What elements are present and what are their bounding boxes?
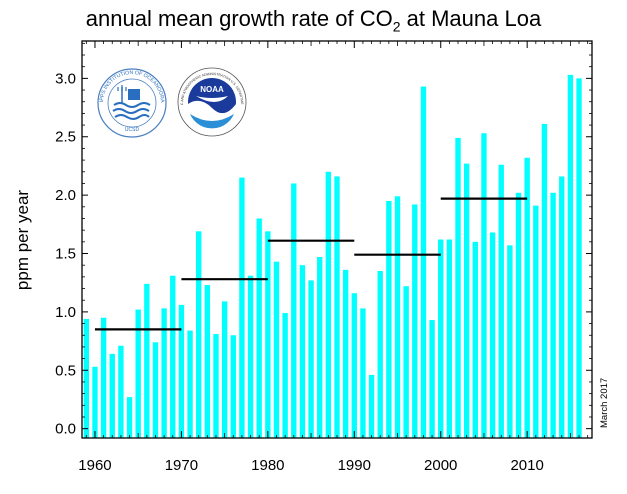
bar-2005 [481,133,487,438]
bar-1988 [334,176,340,438]
y-axis: 0.0 0.5 1.0 1.5 2.0 2.5 3.0 [55,42,592,438]
bar-1961 [100,317,107,438]
bar-2013 [550,192,556,438]
bar-1997 [412,204,418,438]
bar-1965 [135,309,141,438]
bars-group [83,74,582,439]
decadal-means-group [94,197,528,331]
title-main: annual mean growth rate of CO [85,6,393,31]
bar-2014 [559,176,565,438]
bar-1991 [360,308,366,438]
bar-1984 [299,265,306,438]
y-axis-label: ppm per year [13,190,32,290]
bar-1968 [161,308,167,438]
bar-1985 [308,280,314,438]
bar-1993 [377,271,383,438]
x-tick-label: 2010 [510,457,543,474]
bar-2008 [507,245,513,438]
bar-2001 [446,239,453,438]
y-tick-label: 0.0 [55,421,76,438]
bar-1963 [118,345,124,438]
bar-2003 [463,163,470,438]
bar-1983 [291,183,297,438]
chart-title: annual mean growth rate of CO2 at Mauna … [0,6,627,34]
bar-1962 [109,353,115,438]
y-tick-label: 1.0 [55,304,76,321]
bar-2004 [472,241,478,438]
bar-1992 [368,374,375,438]
bar-1967 [152,342,159,438]
bar-2002 [455,137,461,438]
bar-2009 [515,192,522,438]
noaa-logo-text: NOAA [200,85,224,94]
bar-1990 [351,293,357,438]
bar-1974 [213,334,219,438]
bar-2015 [567,74,574,439]
bar-2016 [576,78,582,438]
title-end: at Mauna Loa [400,6,542,31]
bar-1987 [325,171,332,438]
bar-1971 [187,330,193,438]
bar-1973 [204,285,211,438]
bar-1976 [230,335,236,438]
bar-1969 [170,275,176,438]
bar-1959 [83,318,90,438]
bar-2006 [489,232,496,438]
bar-1986 [317,257,323,438]
bar-2000 [438,239,444,438]
bar-1989 [342,269,349,438]
bar-2011 [533,205,539,438]
date-note: March 2017 [599,378,610,428]
bar-1979 [256,218,262,438]
bar-1972 [196,231,202,438]
bar-2007 [498,164,504,439]
scripps-logo: SCRIPPS INSTITUTION OF OCEANOGRAPHY UCSD [97,68,167,138]
bar-1978 [247,275,254,438]
noaa-logo: NOAA NATIONAL OCEANIC AND ATMOSPHERIC AD… [177,67,247,137]
bar-1981 [273,261,280,438]
bar-1977 [239,177,245,439]
x-tick-label: 1980 [251,457,284,474]
x-tick-label: 1990 [338,457,371,474]
x-tick-label: 2000 [424,457,457,474]
bar-1994 [386,200,392,438]
bar-1966 [144,283,150,438]
bar-1964 [126,397,133,438]
y-tick-label: 0.5 [55,362,76,379]
x-axis: 1960 1970 1980 1990 2000 2010 [78,41,589,474]
bar-1996 [403,286,409,438]
bar-2012 [541,123,548,438]
y-tick-label: 2.0 [55,187,76,204]
bar-1982 [282,313,288,438]
bar-1960 [92,366,98,438]
y-tick-label: 2.5 [55,129,76,146]
scripps-logo-sub: UCSD [125,127,140,133]
y-tick-label: 3.0 [55,70,76,87]
y-tick-label: 1.5 [55,246,76,263]
bar-1998 [420,86,427,438]
bar-1970 [178,304,185,438]
x-tick-label: 1960 [78,457,111,474]
bar-1980 [265,231,271,438]
bar-1975 [221,301,228,438]
bar-1995 [394,196,401,438]
bar-1999 [429,320,435,438]
x-tick-label: 1970 [165,457,198,474]
title-subscript: 2 [392,18,401,35]
bar-2010 [524,157,530,438]
